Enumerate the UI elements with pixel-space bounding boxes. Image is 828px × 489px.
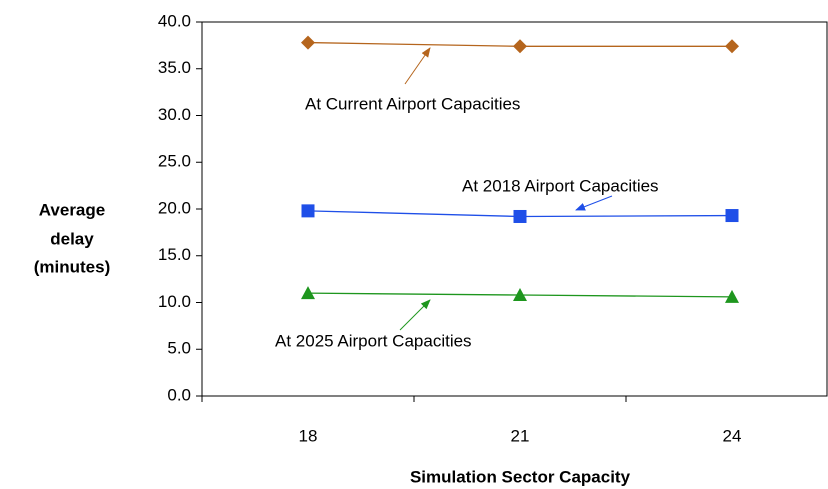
point [513, 209, 527, 223]
y-axis-label: delay [50, 229, 94, 248]
point [725, 289, 739, 303]
annotation-arrow [575, 195, 613, 211]
point [725, 39, 739, 54]
x-tick-label: 24 [723, 426, 742, 445]
y-tick-label: 15.0 [158, 245, 191, 264]
point [301, 286, 315, 300]
x-tick-label: 21 [511, 426, 530, 445]
point [513, 288, 527, 302]
y-tick-label: 40.0 [158, 11, 191, 30]
y-tick-label: 25.0 [158, 152, 191, 171]
annotation-arrow [404, 47, 431, 85]
point [301, 204, 315, 218]
x-tick-label: 18 [299, 426, 318, 445]
y-tick-label: 0.0 [167, 385, 191, 404]
annotation-arrow [399, 299, 431, 331]
y-axis-label: (minutes) [34, 257, 111, 276]
point [513, 39, 527, 54]
x-axis-label: Simulation Sector Capacity [410, 467, 631, 486]
annotation: At Current Airport Capacities [305, 94, 520, 113]
point [725, 209, 739, 223]
y-tick-label: 35.0 [158, 58, 191, 77]
y-tick-label: 30.0 [158, 105, 191, 124]
y-tick-label: 10.0 [158, 292, 191, 311]
y-axis-label: Average [39, 200, 105, 219]
annotation: At 2025 Airport Capacities [275, 331, 472, 350]
y-tick-label: 20.0 [158, 198, 191, 217]
annotation: At 2018 Airport Capacities [462, 176, 659, 195]
y-tick-label: 5.0 [167, 339, 191, 358]
point [301, 35, 315, 50]
